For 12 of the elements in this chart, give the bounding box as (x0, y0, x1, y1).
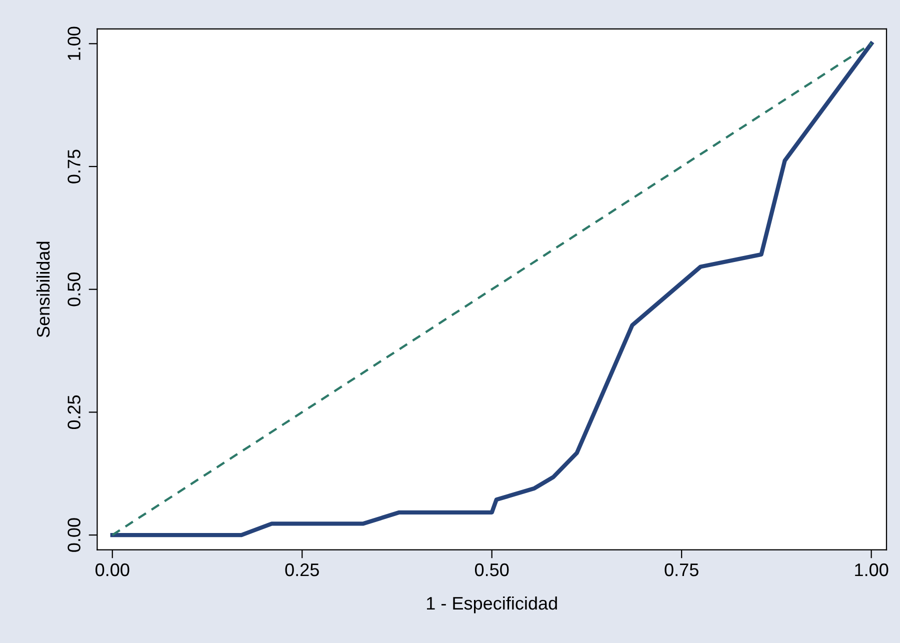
y-tick-label: 0.25 (68, 395, 80, 430)
x-tick-label: 0.25 (285, 563, 319, 576)
y-tick-label: 0.50 (68, 272, 80, 306)
y-tick-label: 0.75 (68, 150, 80, 184)
y-tick-label: 0.00 (68, 518, 80, 552)
x-axis-title: 1 - Especificidad (426, 596, 557, 614)
x-tick-label: 0.50 (474, 563, 509, 576)
x-tick-label: 0.00 (96, 563, 130, 576)
y-axis-title: Sensibilidad (36, 242, 50, 338)
x-tick-label: 1.00 (855, 563, 888, 576)
y-tick-label: 1.00 (68, 26, 80, 60)
x-tick-label: 0.75 (664, 563, 698, 576)
